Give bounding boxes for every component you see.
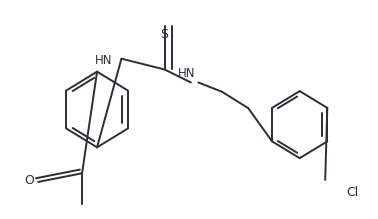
Text: HN: HN xyxy=(178,67,196,80)
Text: O: O xyxy=(24,174,34,187)
Text: HN: HN xyxy=(94,54,112,67)
Text: S: S xyxy=(161,28,169,41)
Text: Cl: Cl xyxy=(346,186,358,199)
